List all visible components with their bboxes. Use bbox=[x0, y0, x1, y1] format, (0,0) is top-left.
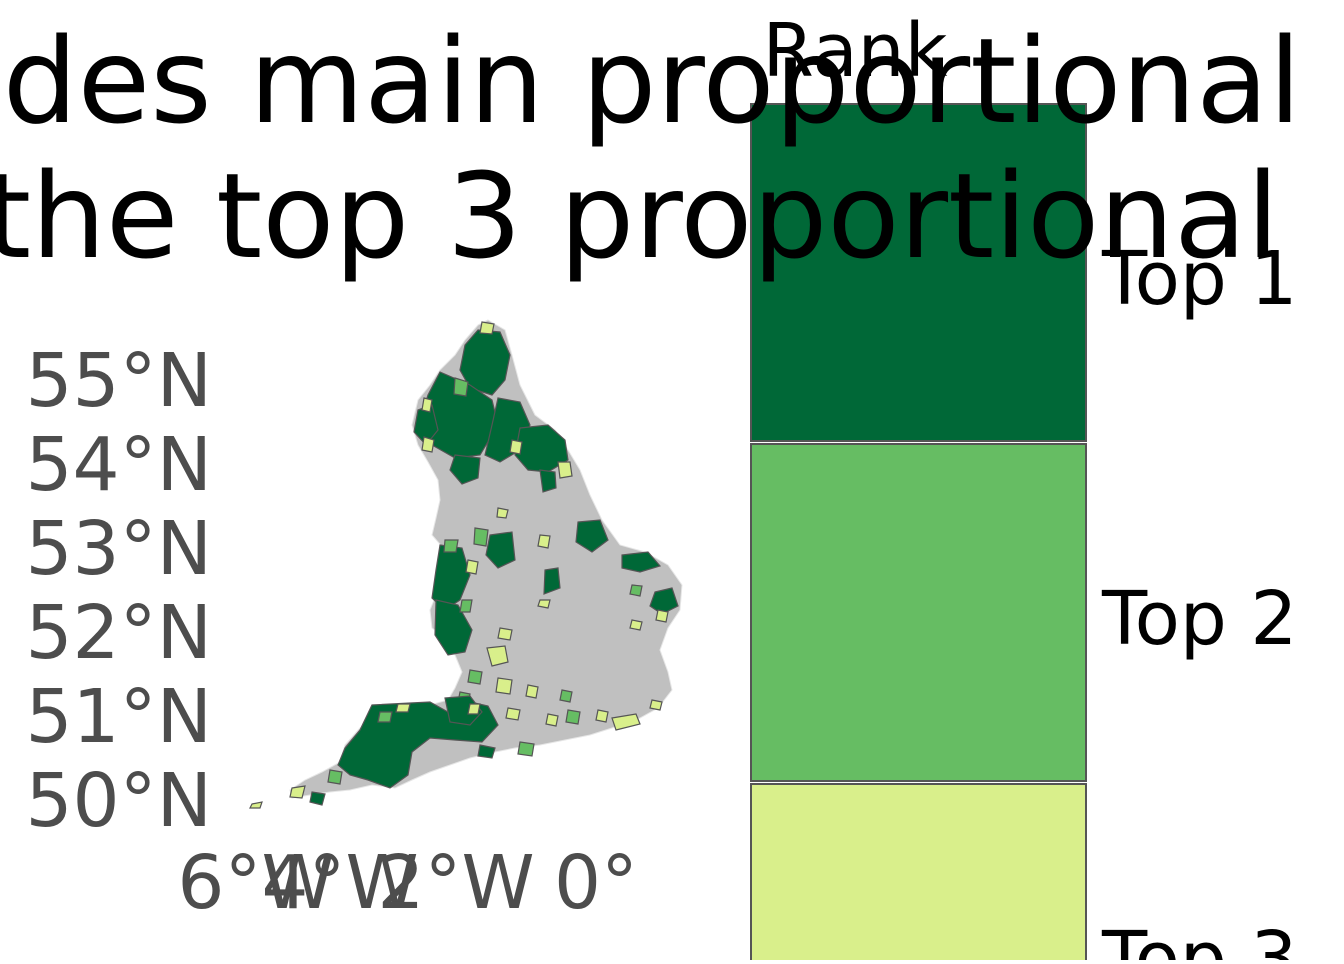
district-patch bbox=[629, 584, 643, 597]
district-patch bbox=[505, 707, 521, 721]
lon-tick: 6°W bbox=[177, 840, 334, 926]
district-patch bbox=[395, 703, 411, 713]
district-patch bbox=[509, 439, 523, 455]
legend-label-top-2: Top 2 bbox=[1101, 576, 1297, 662]
district-layer bbox=[249, 321, 679, 809]
lon-tick: 4°W bbox=[261, 840, 418, 926]
district-patch bbox=[559, 689, 573, 703]
district-patch bbox=[477, 744, 496, 759]
legend-title: Rank bbox=[763, 8, 948, 94]
land-region-north bbox=[289, 319, 683, 799]
district-patch bbox=[537, 534, 551, 549]
district-patch bbox=[444, 695, 483, 726]
district-patch bbox=[459, 599, 473, 613]
district-patch bbox=[289, 785, 306, 799]
district-patch bbox=[453, 377, 469, 397]
axis-ticks: 55°N 54°N 53°N 52°N 51°N 50°N 6°W 4°W 2°… bbox=[25, 338, 638, 926]
district-patch bbox=[575, 519, 609, 553]
district-patch bbox=[473, 527, 489, 547]
district-patch bbox=[421, 397, 433, 413]
district-patch bbox=[543, 567, 561, 595]
district-patch bbox=[459, 329, 511, 396]
district-patch bbox=[649, 587, 679, 615]
lat-tick: 51°N bbox=[25, 674, 212, 760]
district-patch bbox=[517, 741, 535, 757]
district-patch bbox=[621, 551, 662, 573]
lon-tick: 2°W bbox=[377, 840, 534, 926]
district-patch bbox=[434, 599, 473, 656]
district-patch bbox=[465, 559, 479, 575]
district-patch bbox=[485, 531, 516, 569]
district-patch bbox=[629, 619, 643, 631]
lat-tick: 50°N bbox=[25, 758, 212, 844]
district-patch bbox=[421, 436, 435, 453]
district-patch bbox=[249, 801, 263, 809]
district-patch bbox=[443, 539, 459, 553]
district-patch bbox=[539, 469, 557, 493]
district-patch bbox=[649, 699, 663, 711]
legend-label-top-1: Top 1 bbox=[1101, 236, 1297, 322]
lat-tick: 53°N bbox=[25, 506, 212, 592]
district-patch bbox=[655, 609, 669, 623]
district-patch bbox=[497, 627, 513, 641]
district-patch bbox=[467, 669, 483, 685]
district-patch bbox=[495, 677, 513, 695]
lat-tick: 52°N bbox=[25, 590, 212, 676]
district-patch bbox=[557, 461, 573, 479]
legend-label-top-3: Top 3 bbox=[1101, 916, 1297, 960]
district-patch bbox=[545, 713, 559, 727]
district-patch bbox=[525, 684, 539, 699]
district-patch bbox=[327, 769, 343, 785]
district-patch bbox=[449, 454, 481, 485]
district-patch bbox=[565, 709, 581, 725]
district-patch bbox=[309, 791, 326, 806]
lon-tick: 0° bbox=[554, 840, 638, 926]
district-patch bbox=[486, 645, 509, 667]
district-patch bbox=[377, 711, 393, 723]
district-patch bbox=[611, 713, 641, 731]
district-patch bbox=[479, 321, 495, 335]
legend-swatch-top-1 bbox=[750, 103, 1087, 442]
lat-tick: 55°N bbox=[25, 338, 212, 424]
district-patch bbox=[537, 599, 551, 609]
district-patch bbox=[467, 703, 481, 715]
england-map bbox=[289, 319, 683, 799]
legend-swatch-top-3 bbox=[750, 783, 1087, 964]
lat-tick: 54°N bbox=[25, 422, 212, 508]
district-patch bbox=[595, 709, 609, 723]
district-patch bbox=[496, 507, 509, 519]
legend: Rank Top 1 Top 2 Top 3 bbox=[750, 8, 1297, 964]
legend-swatch-top-2 bbox=[750, 443, 1087, 782]
